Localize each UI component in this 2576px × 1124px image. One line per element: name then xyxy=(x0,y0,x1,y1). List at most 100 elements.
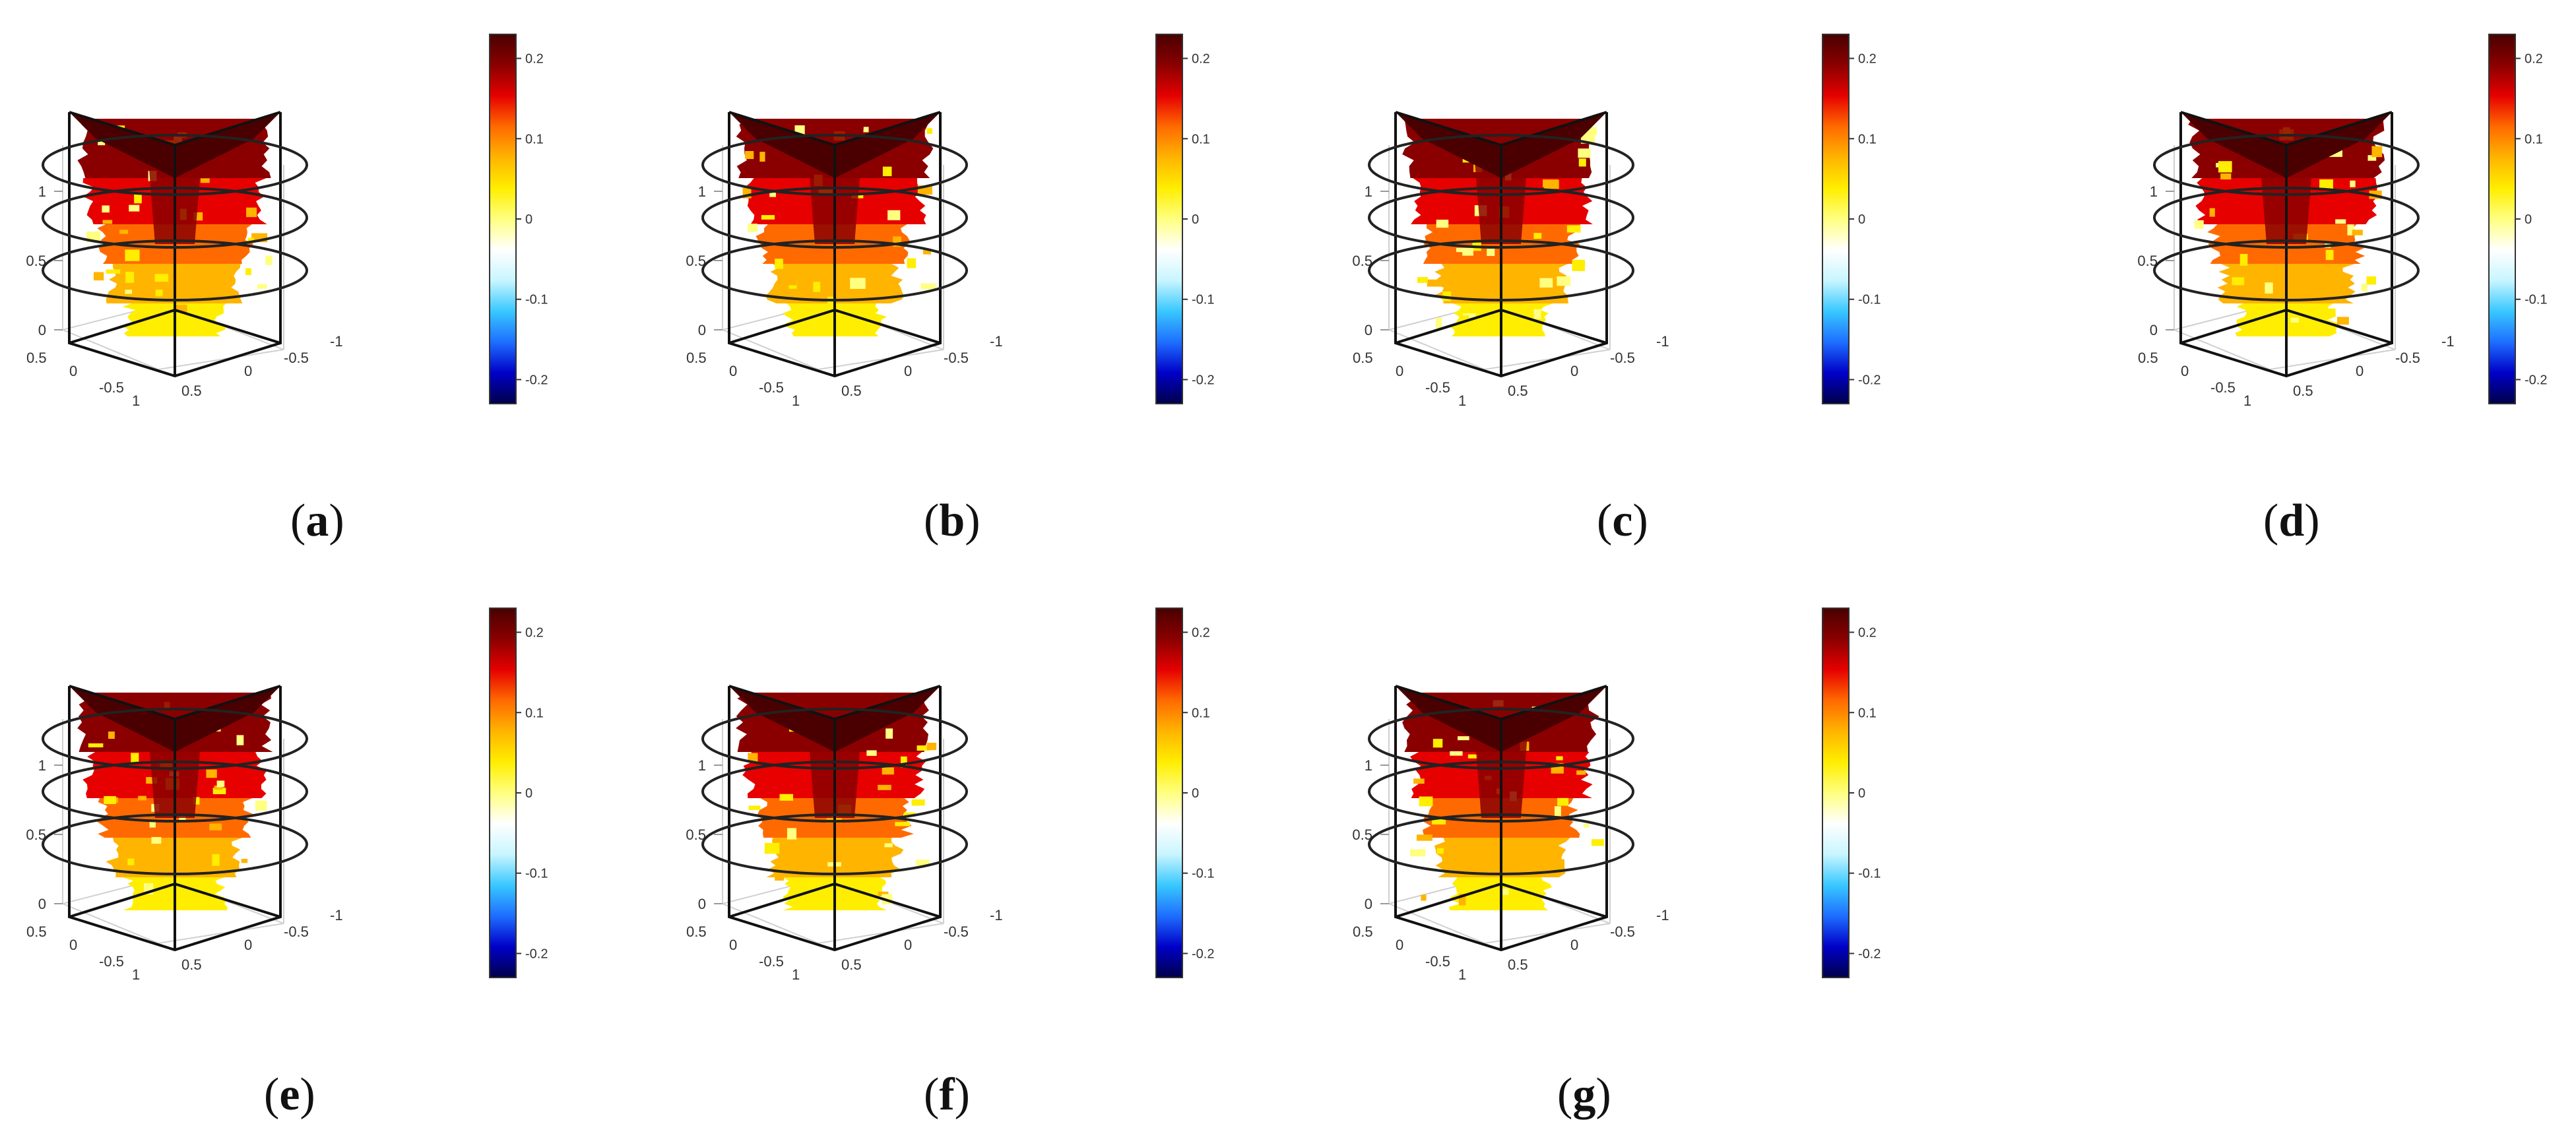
ring xyxy=(1368,761,1634,823)
ring xyxy=(701,708,968,770)
field-speckle xyxy=(882,767,894,775)
panel-label: b xyxy=(939,495,965,546)
colorbar: 0.2 0.1 0 -0.1 -0.2 xyxy=(1155,608,1214,978)
ring xyxy=(701,134,968,196)
x-tick-label: 0 xyxy=(729,363,737,379)
field-speckle xyxy=(748,805,761,810)
x-tick-label: -0.5 xyxy=(1425,953,1450,970)
axis-grid xyxy=(62,719,284,945)
panel-caption: (f) xyxy=(924,1069,970,1120)
field-speckle xyxy=(1557,276,1571,286)
y-tick-label: 0.5 xyxy=(841,383,862,399)
y-tick-label: -0.5 xyxy=(944,923,969,940)
colorbar-tick-label: -0.1 xyxy=(1192,867,1214,881)
colorbar-tick-label: 0.1 xyxy=(1192,132,1210,146)
colorbar: 0.2 0.1 0 -0.1 -0.2 xyxy=(489,34,548,404)
slice-frame xyxy=(1394,111,1608,378)
plot-d: 00.510.50-0.510.50-0.5-1 xyxy=(2137,111,2455,409)
field-speckle xyxy=(840,884,846,896)
y-tick-label: -1 xyxy=(330,907,343,923)
field-speckle xyxy=(1433,739,1443,748)
field-speckle xyxy=(102,220,113,224)
field-speckle xyxy=(2290,317,2300,323)
y-tick-label: 0 xyxy=(244,937,252,953)
field-speckle xyxy=(926,128,932,134)
z-tick-label: 1 xyxy=(698,757,706,774)
z-tick-label: 0 xyxy=(698,896,706,912)
field-speckle xyxy=(246,207,257,218)
panel-caption: (b) xyxy=(924,495,981,546)
field-speckle xyxy=(1578,158,1586,167)
axis-grid xyxy=(722,719,944,945)
colorbar-tick-label: -0.2 xyxy=(525,373,548,387)
colorbar: 0.2 0.1 0 -0.1 -0.2 xyxy=(1822,608,1881,978)
colorbar-tick-label: -0.2 xyxy=(1858,373,1881,387)
field-speckle xyxy=(1462,313,1476,319)
ring xyxy=(1368,813,1634,875)
colorbar-gradient xyxy=(489,608,517,978)
field-speckle xyxy=(779,794,793,801)
field-speckle xyxy=(1456,247,1464,253)
x-tick-label: 0.5 xyxy=(686,350,707,366)
colorbar-tick-label: 0.1 xyxy=(1192,706,1210,720)
y-tick-label: -0.5 xyxy=(1610,923,1635,940)
z-tick-label: 0 xyxy=(38,896,46,912)
colorbar-tick-label: -0.1 xyxy=(525,867,548,881)
field-speckle xyxy=(1554,806,1561,816)
field-speckle xyxy=(2366,276,2376,285)
y-tick-label: 0.5 xyxy=(1508,383,1528,399)
ring xyxy=(42,239,308,301)
field-speckle xyxy=(138,796,146,801)
field-speckle xyxy=(2336,317,2349,325)
field-speckle xyxy=(119,230,129,234)
field-speckle xyxy=(1533,309,1541,319)
ring xyxy=(2153,239,2420,301)
field-surface xyxy=(69,686,280,910)
x-tick-label: -0.5 xyxy=(759,379,784,396)
x-tick-label: 1 xyxy=(1458,392,1466,409)
colorbar-tick-label: 0.2 xyxy=(1192,626,1210,640)
field-speckle xyxy=(2239,253,2248,266)
panel-c: 0 0.5 1 0.5 0 -0.5 1 0.5 0 -0.5 -1 (c) 0.2 0.1 0 -0.1 -0… xyxy=(1326,26,1920,546)
y-tick-label: -0.5 xyxy=(284,350,309,366)
ring xyxy=(42,708,308,770)
field-speckle xyxy=(798,851,814,862)
y-tick-label: 0 xyxy=(1570,937,1578,953)
field-speckle xyxy=(2218,161,2232,173)
panel-caption: (e) xyxy=(264,1069,315,1120)
colorbar-tick-label: -0.1 xyxy=(1858,867,1881,881)
colorbar-tick-label: 0.2 xyxy=(525,52,544,67)
ring xyxy=(2153,134,2420,196)
field-speckle xyxy=(1458,736,1469,741)
field-speckle xyxy=(911,799,925,806)
y-tick-label: 0.5 xyxy=(841,956,862,973)
field-speckle xyxy=(2194,220,2204,229)
ring xyxy=(42,813,308,875)
colorbar: 0.2 0.1 0 -0.1 -0.2 xyxy=(1822,34,1881,404)
field-speckle xyxy=(214,786,222,790)
y-tick-label: -1 xyxy=(330,333,343,350)
panel-b: 0 0.5 1 0.5 0 -0.5 1 0.5 0 -0.5 -1 (b) 0.2 0.1 0 -0.1 -0… xyxy=(660,26,1254,546)
x-tick-label: -0.5 xyxy=(759,953,784,970)
field-speckle xyxy=(1591,839,1604,846)
field-speckle xyxy=(88,743,104,747)
y-tick-label: -0.5 xyxy=(1610,350,1635,366)
colorbar-gradient xyxy=(489,34,517,404)
ring xyxy=(1368,239,1634,301)
field-speckle xyxy=(1583,823,1590,828)
z-tick-label: 0 xyxy=(1365,322,1372,338)
field-speckle xyxy=(2371,146,2383,158)
field-speckle xyxy=(257,284,267,289)
field-speckle xyxy=(149,821,156,828)
colorbar-tick-label: -0.2 xyxy=(2525,373,2547,387)
z-tick-label: 1 xyxy=(1365,183,1372,200)
x-tick-label: 0 xyxy=(69,937,77,953)
y-tick-label: 0 xyxy=(904,937,912,953)
x-tick-label: 0 xyxy=(729,937,737,953)
plot-b: 00.510.50-0.510.50-0.5-1 xyxy=(686,111,1003,409)
colorbar-tick-label: -0.2 xyxy=(1858,947,1881,961)
panel-f: 0 0.5 1 0.5 0 -0.5 1 0.5 0 -0.5 -1 (f) 0.2 0.1 0 -0.1 -0… xyxy=(660,600,1254,1120)
field-speckle xyxy=(125,271,135,283)
field-speckle xyxy=(146,777,158,784)
x-tick-label: 0.5 xyxy=(1353,923,1373,940)
